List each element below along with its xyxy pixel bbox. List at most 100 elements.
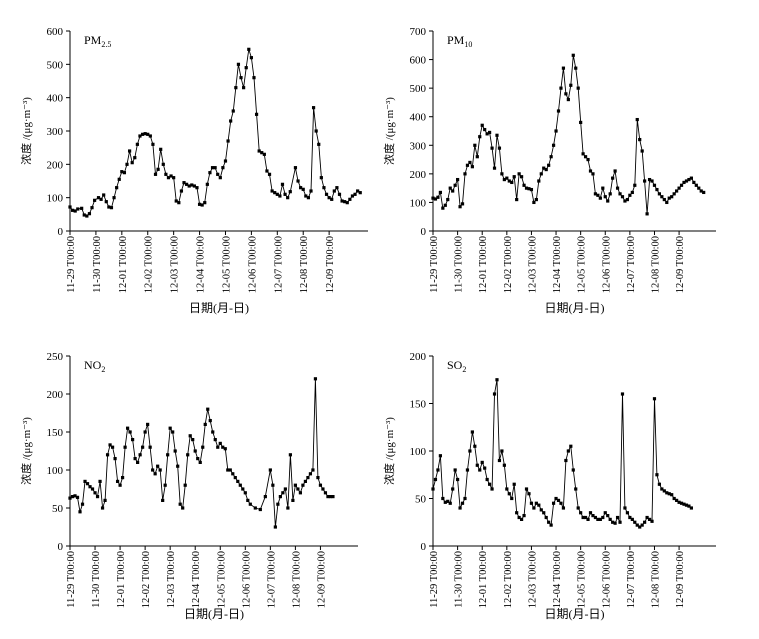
pm10-x-tick-label: 12-05 T00:00 <box>577 236 588 293</box>
pm25-data-point <box>278 194 282 198</box>
pm25-data-point <box>257 149 261 153</box>
so2-data-point <box>510 496 514 501</box>
so2-data-point <box>571 468 575 472</box>
so2-data-point <box>478 468 482 472</box>
so2-x-tick-label: 11-30 T00:00 <box>454 551 465 608</box>
pm25-data-point <box>213 166 217 170</box>
pm25-data-point <box>350 194 355 198</box>
pm10-x-tick-label: 12-01 T00:00 <box>478 236 489 293</box>
no2-data-point <box>138 453 142 457</box>
so2-data-point <box>583 515 588 520</box>
pm25-data-point <box>133 156 137 160</box>
no2-data-point <box>268 468 272 472</box>
so2-data-point <box>591 514 595 518</box>
so2-data-point <box>638 525 642 529</box>
pm10-data-point <box>522 183 526 187</box>
pm25-data-point <box>99 197 103 201</box>
no2-data-point <box>126 426 130 430</box>
pm10-y-tick-label: 700 <box>410 26 427 38</box>
pm25-data-point <box>242 86 246 90</box>
so2-data-point <box>549 523 553 527</box>
no2-data-point <box>178 502 182 506</box>
no2-data-point <box>243 491 247 495</box>
pm25-data-point <box>177 201 181 205</box>
pm10-data-point <box>478 135 482 139</box>
pm25-data-point <box>70 208 75 212</box>
pm25-data-point <box>82 213 86 217</box>
no2-x-tick-label: 12-05 T00:00 <box>216 551 227 608</box>
no2-data-point <box>241 487 245 491</box>
pm10-data-point <box>446 197 450 202</box>
no2-data-point <box>213 438 217 442</box>
so2-data-point <box>655 473 659 477</box>
so2-data-point <box>468 449 472 453</box>
pm25-y-tick-label: 600 <box>47 26 64 38</box>
so2-x-tick-label: 12-01 T00:00 <box>478 551 489 608</box>
no2-data-point <box>83 479 87 483</box>
so2-data-point <box>517 515 521 520</box>
pm25-data-point <box>156 167 160 171</box>
pm25-data-point <box>161 162 165 166</box>
pm25-data-point <box>270 189 274 193</box>
pm25-data-point <box>143 132 147 136</box>
so2-data-point <box>433 477 438 482</box>
pm25-data-point <box>210 166 215 170</box>
pm10-data-point <box>554 129 558 133</box>
pm25-data-point <box>314 129 318 133</box>
so2-data-point <box>544 515 548 520</box>
pm10-data-point <box>645 212 649 216</box>
so2-data-point <box>465 468 470 472</box>
no2-panel: 0 50 100 150 200 250 11-29 T00:00 11-30 T00:00 1… <box>19 351 358 621</box>
no2-x-tick-label: 12-01 T00:00 <box>116 551 127 608</box>
pm10-data-point <box>684 179 689 183</box>
pm25-data-point <box>148 134 152 138</box>
pm10-data-point <box>588 169 593 173</box>
pm10-data-point <box>650 179 654 183</box>
so2-data-point <box>512 482 516 486</box>
no2-data-point <box>291 498 295 502</box>
pm10-x-tick-label: 11-30 T00:00 <box>454 236 465 293</box>
pm25-data-point <box>115 186 119 190</box>
no2-data-point <box>228 468 232 472</box>
no2-data-point <box>253 506 257 510</box>
no2-data-point <box>186 453 190 457</box>
so2-data-point <box>682 502 686 506</box>
pm10-data-point <box>593 192 598 196</box>
so2-title-sub: 2 <box>462 365 466 374</box>
so2-x-label: 日期(月-日) <box>545 607 605 621</box>
so2-data-point <box>524 487 529 491</box>
pm25-data-point <box>343 200 347 204</box>
pm10-data-point <box>500 172 504 176</box>
pm25-data-point <box>76 207 80 211</box>
pm25-data-point <box>90 206 94 210</box>
pm25-data-point <box>93 198 97 202</box>
pm25-x-tick-label: 12-01 T00:00 <box>118 236 129 293</box>
no2-title-sub: 2 <box>101 365 105 374</box>
pm10-data-point <box>561 66 566 70</box>
so2-data-point <box>502 463 506 467</box>
pm10-data-point <box>556 109 561 113</box>
no2-data-point <box>278 495 282 499</box>
pm25-y-tick-label: 400 <box>47 93 64 105</box>
so2-title: SO2 <box>447 358 466 374</box>
pm10-data-point <box>591 172 595 176</box>
pm10-data-point <box>655 187 659 192</box>
no2-data-point <box>90 487 95 491</box>
no2-data-point <box>296 487 300 491</box>
pm25-data-point <box>335 186 339 190</box>
no2-data-point <box>308 472 313 476</box>
no2-data-point <box>156 464 160 468</box>
pm25-data-point <box>135 142 139 146</box>
so2-data-point <box>534 501 538 505</box>
pm10-data-point <box>495 133 499 137</box>
pm25-data-point <box>280 182 285 186</box>
pm10-data-point <box>505 176 509 180</box>
no2-data-point <box>316 476 320 480</box>
no2-y-tick-label: 200 <box>47 389 64 401</box>
pm10-data-point <box>492 166 497 170</box>
pm10-data-point <box>441 206 445 210</box>
so2-data-point <box>650 519 654 523</box>
no2-data-point <box>248 502 252 506</box>
pm10-data-point <box>675 189 679 193</box>
pm10-data-point <box>566 97 570 102</box>
